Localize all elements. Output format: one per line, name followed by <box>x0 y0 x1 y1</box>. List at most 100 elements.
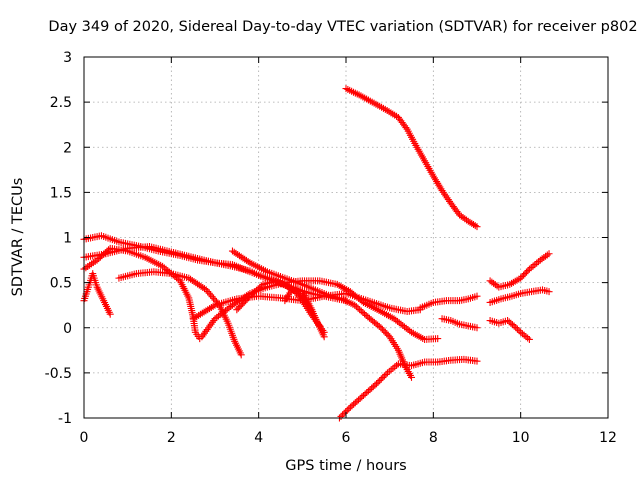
data-point <box>243 295 251 303</box>
data-point <box>242 297 250 305</box>
data-point <box>351 301 359 309</box>
data-point <box>513 325 521 333</box>
data-point <box>320 328 328 336</box>
data-point <box>473 292 481 300</box>
data-point <box>524 267 532 275</box>
data-point <box>236 303 244 311</box>
y-tick-label: 1.5 <box>50 185 72 201</box>
data-point <box>239 300 247 308</box>
x-tick-label: 0 <box>80 430 89 446</box>
data-point <box>371 381 379 389</box>
y-tick-label: -0.5 <box>45 366 72 382</box>
data-point <box>251 288 259 296</box>
series-trace-a <box>80 232 350 305</box>
data-point <box>350 400 358 408</box>
data-point <box>406 327 414 335</box>
series-trace-h <box>228 247 415 381</box>
data-point <box>389 364 397 372</box>
data-point <box>522 333 530 341</box>
data-point <box>366 386 374 394</box>
data-point <box>356 306 364 314</box>
data-point <box>358 297 366 305</box>
y-tick-label: 1 <box>63 231 72 247</box>
data-point <box>377 375 385 383</box>
data-point <box>244 258 252 266</box>
data-point <box>525 335 533 343</box>
data-point <box>340 409 348 417</box>
data-point <box>358 393 366 401</box>
data-point <box>356 394 364 402</box>
y-tick-label: 2 <box>63 140 72 156</box>
data-point <box>383 330 391 338</box>
data-point <box>244 294 252 302</box>
data-point <box>517 274 525 282</box>
series-trace-n <box>438 315 481 332</box>
data-point <box>249 289 257 297</box>
data-point <box>512 324 520 332</box>
data-point <box>93 256 101 264</box>
data-point <box>408 373 415 381</box>
data-point <box>337 412 345 420</box>
data-point <box>346 403 354 411</box>
data-point <box>353 397 361 405</box>
data-point <box>380 327 388 335</box>
data-point <box>345 405 353 413</box>
data-point <box>352 303 360 311</box>
data-point <box>100 250 108 258</box>
chart-title: Day 349 of 2020, Sidereal Day-to-day VTE… <box>48 19 637 35</box>
data-point <box>524 334 532 342</box>
data-point <box>359 391 367 399</box>
data-point <box>204 288 212 296</box>
data-point <box>159 262 167 270</box>
data-point <box>545 250 553 258</box>
data-point <box>237 301 245 309</box>
data-point <box>518 330 526 338</box>
data-point <box>96 253 104 261</box>
x-tick-label: 2 <box>167 430 176 446</box>
series-trace-q <box>486 317 533 343</box>
series-trace-k <box>342 85 481 231</box>
data-point <box>369 383 377 391</box>
data-point <box>508 321 516 329</box>
data-point <box>361 310 369 318</box>
data-point <box>387 366 395 374</box>
data-point <box>521 270 529 278</box>
data-point <box>380 372 388 380</box>
data-point <box>382 370 390 378</box>
data-point <box>234 304 242 312</box>
y-axis-label: SDTVAR / TECUs <box>10 178 26 297</box>
data-point <box>379 374 387 382</box>
data-point <box>98 252 106 260</box>
data-points <box>80 85 553 422</box>
data-point <box>533 259 541 267</box>
data-point <box>256 283 264 291</box>
data-point <box>210 294 218 302</box>
series-trace-j <box>281 283 328 336</box>
data-point <box>374 378 382 386</box>
data-point <box>518 273 526 281</box>
series-trace-m <box>416 292 481 312</box>
data-point <box>208 293 216 301</box>
data-point <box>257 282 265 290</box>
data-point <box>240 298 248 306</box>
data-point <box>252 286 260 294</box>
data-point <box>378 325 386 333</box>
series-trace-o <box>486 250 553 291</box>
series-trace-p <box>486 286 553 306</box>
data-point <box>205 289 213 297</box>
y-tick-label: 0.5 <box>50 276 72 292</box>
x-axis-label: GPS time / hours <box>285 458 406 474</box>
data-point <box>402 124 410 132</box>
data-point <box>393 361 401 369</box>
data-point <box>363 389 371 397</box>
data-point <box>454 209 462 217</box>
data-point <box>237 351 245 359</box>
data-point <box>233 306 241 314</box>
data-point <box>103 247 111 255</box>
y-tick-label: 2.5 <box>50 95 72 111</box>
data-point <box>527 264 535 272</box>
data-point <box>473 357 481 365</box>
x-tick-label: 8 <box>429 430 438 446</box>
data-point <box>359 309 367 317</box>
